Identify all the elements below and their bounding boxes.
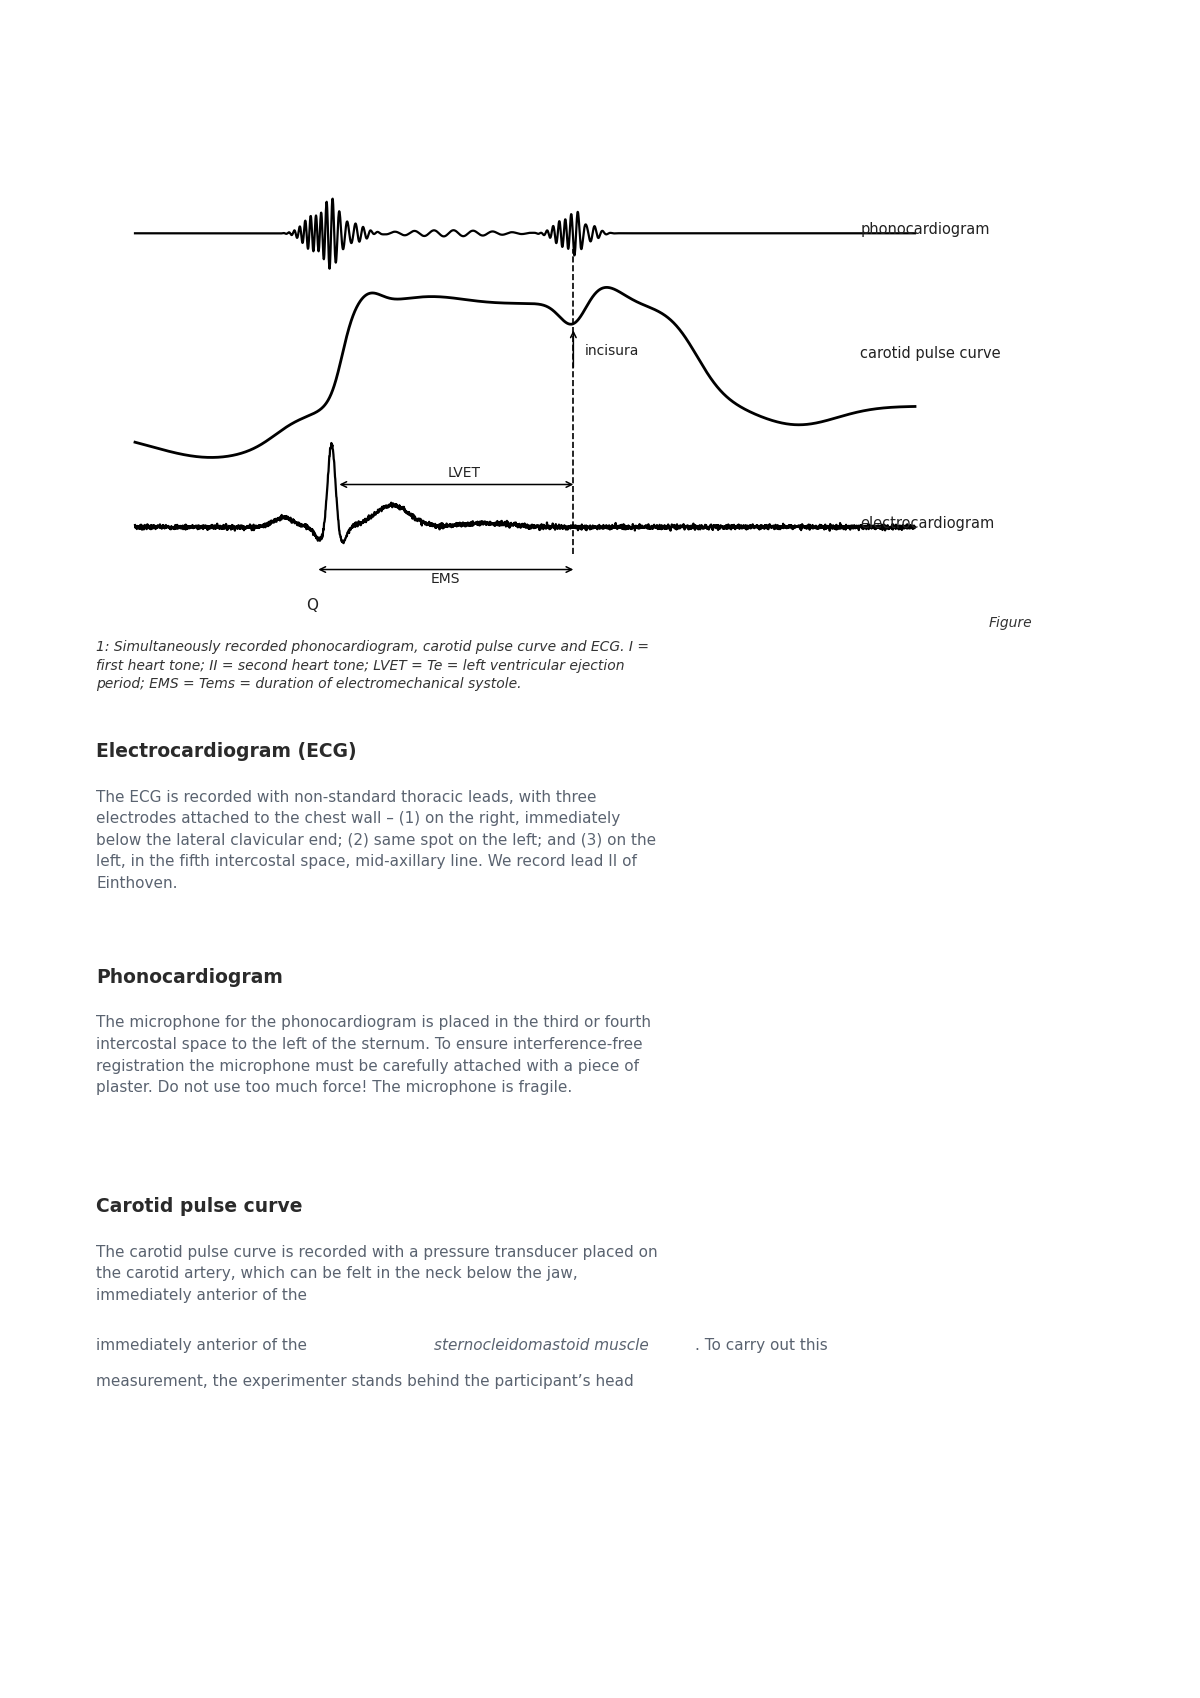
Text: LVET: LVET [448,465,481,481]
Text: Electrocardiogram (ECG): Electrocardiogram (ECG) [96,742,356,761]
Text: The carotid pulse curve is recorded with a pressure transducer placed on
the car: The carotid pulse curve is recorded with… [96,1245,658,1302]
Text: . To carry out this: . To carry out this [695,1338,828,1353]
Text: carotid pulse curve: carotid pulse curve [860,346,1001,360]
Text: Carotid pulse curve: Carotid pulse curve [96,1197,302,1216]
Text: measurement, the experimenter stands behind the participant’s head: measurement, the experimenter stands beh… [96,1374,634,1389]
Text: immediately anterior of the: immediately anterior of the [96,1338,312,1353]
Text: EMS: EMS [431,572,461,586]
Text: Phonocardiogram: Phonocardiogram [96,968,283,987]
Text: phonocardiogram: phonocardiogram [860,222,990,238]
Text: The ECG is recorded with non-standard thoracic leads, with three
electrodes atta: The ECG is recorded with non-standard th… [96,790,656,891]
Text: electrocardiogram: electrocardiogram [860,516,995,531]
Text: Q: Q [307,598,319,613]
Text: 1: Simultaneously recorded phonocardiogram, carotid pulse curve and ECG. I =
fir: 1: Simultaneously recorded phonocardiogr… [96,640,649,691]
Text: The microphone for the phonocardiogram is placed in the third or fourth
intercos: The microphone for the phonocardiogram i… [96,1015,650,1095]
Text: sternocleidomastoid muscle: sternocleidomastoid muscle [434,1338,649,1353]
Text: Figure: Figure [989,616,1032,630]
Text: incisura: incisura [586,343,640,358]
